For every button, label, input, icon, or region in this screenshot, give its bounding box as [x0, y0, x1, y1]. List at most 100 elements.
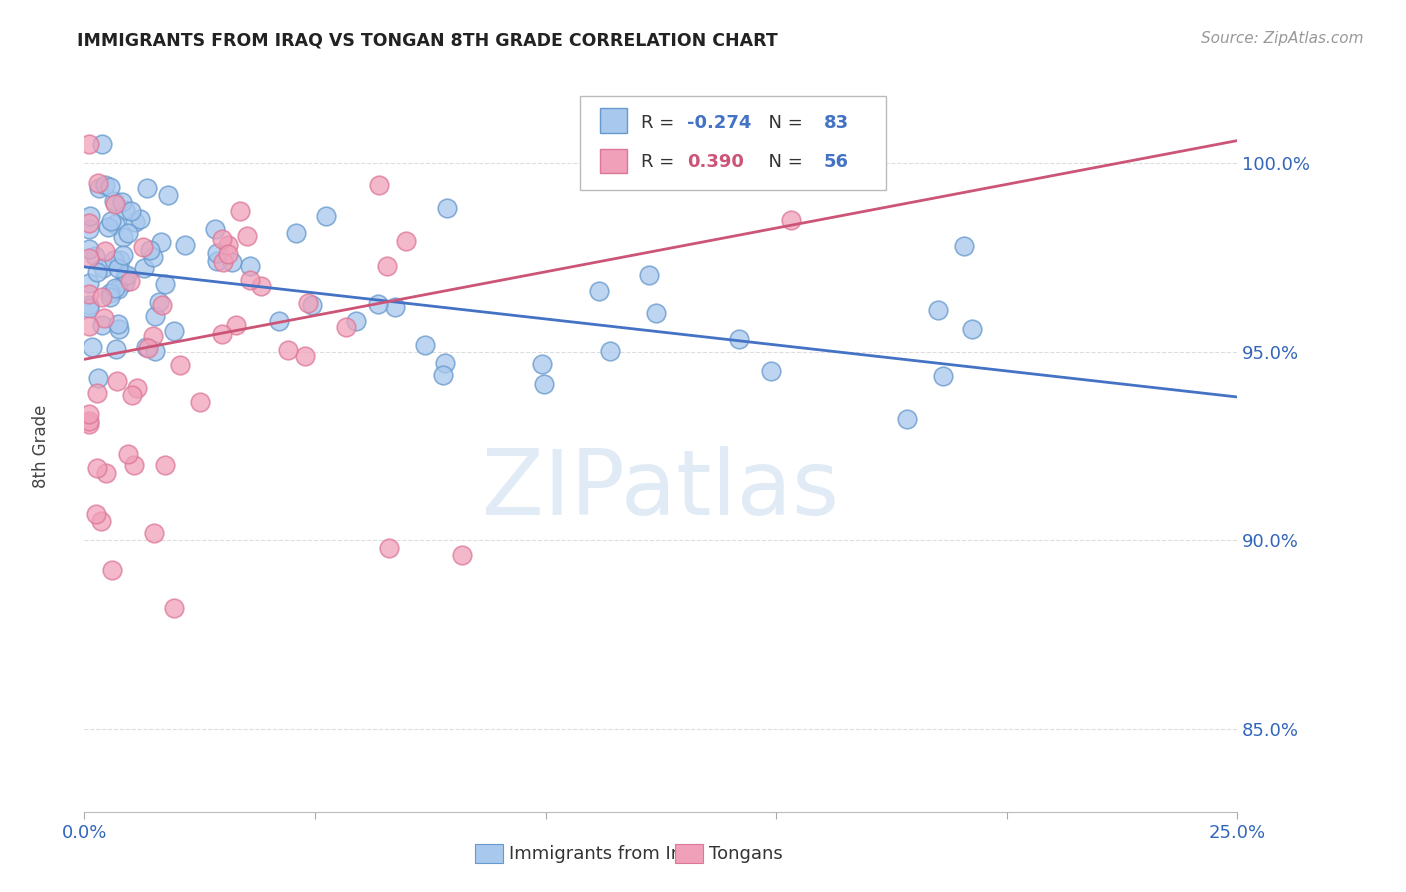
Point: [82, 340, 104, 354]
Point: [77, 251, 100, 265]
Point: [94, 466, 117, 480]
Bar: [600, 108, 627, 133]
Point: [174, 238, 197, 252]
Point: [301, 298, 323, 312]
Point: [94, 244, 117, 259]
Point: [638, 268, 661, 283]
Point: [77, 298, 100, 312]
Point: [384, 300, 406, 314]
Text: Source: ZipAtlas.com: Source: ZipAtlas.com: [1201, 31, 1364, 46]
Point: [111, 248, 134, 262]
Point: [91, 290, 114, 304]
Point: [239, 260, 262, 274]
Point: [120, 203, 142, 218]
Text: Tongans: Tongans: [709, 845, 782, 863]
Point: [105, 343, 128, 357]
Point: [77, 318, 100, 333]
Point: [150, 298, 173, 312]
Point: [77, 407, 100, 421]
Point: [142, 525, 165, 540]
Bar: [600, 149, 627, 173]
Bar: [475, 844, 503, 863]
Point: [132, 260, 155, 275]
Point: [779, 213, 801, 227]
Text: -0.274: -0.274: [688, 114, 752, 132]
Point: [93, 310, 115, 325]
Point: [87, 176, 110, 190]
Point: [297, 295, 319, 310]
Point: [77, 137, 100, 152]
Point: [211, 327, 233, 342]
Point: [212, 255, 235, 269]
Point: [588, 284, 610, 298]
Point: [87, 181, 110, 195]
Text: R =: R =: [641, 153, 681, 171]
Point: [682, 137, 704, 152]
Point: [107, 317, 129, 331]
Point: [120, 274, 142, 288]
Point: [86, 461, 108, 475]
Point: [94, 178, 117, 192]
Point: [294, 349, 316, 363]
Point: [103, 253, 125, 268]
Point: [115, 268, 138, 282]
Point: [77, 242, 100, 256]
Point: [530, 357, 553, 371]
Point: [129, 212, 152, 227]
Point: [135, 339, 157, 353]
Point: [368, 178, 391, 192]
Point: [90, 515, 112, 529]
Point: [91, 260, 114, 275]
Point: [117, 226, 139, 240]
FancyBboxPatch shape: [581, 96, 886, 190]
Point: [378, 541, 401, 555]
Point: [142, 250, 165, 264]
Point: [98, 290, 121, 304]
Point: [335, 319, 357, 334]
Point: [284, 227, 307, 241]
Point: [217, 247, 239, 261]
Point: [932, 369, 955, 384]
Point: [155, 277, 177, 291]
Text: Immigrants from Iraq: Immigrants from Iraq: [509, 845, 700, 863]
Point: [86, 385, 108, 400]
Point: [110, 253, 132, 268]
Point: [768, 137, 790, 152]
Point: [79, 210, 101, 224]
Point: [953, 238, 976, 252]
Point: [77, 277, 100, 291]
Point: [153, 458, 176, 472]
Point: [163, 324, 186, 338]
Point: [221, 255, 243, 269]
Point: [267, 313, 290, 327]
Point: [136, 181, 159, 195]
Point: [344, 314, 367, 328]
Point: [84, 507, 107, 521]
Text: R =: R =: [641, 114, 681, 132]
Point: [86, 370, 108, 384]
Point: [169, 358, 191, 372]
Point: [104, 280, 127, 294]
Point: [375, 260, 398, 274]
Bar: [675, 844, 703, 863]
Point: [204, 222, 226, 236]
Point: [960, 321, 983, 335]
Point: [103, 196, 125, 211]
Point: [84, 249, 107, 263]
Point: [315, 209, 337, 223]
Point: [148, 295, 170, 310]
Text: N =: N =: [756, 153, 808, 171]
Point: [98, 180, 121, 194]
Point: [90, 137, 112, 152]
Point: [277, 343, 299, 357]
Text: 0.390: 0.390: [688, 153, 744, 171]
Point: [229, 204, 252, 219]
Point: [239, 273, 262, 287]
Point: [77, 221, 100, 235]
Point: [77, 215, 100, 229]
Point: [207, 246, 229, 260]
Point: [150, 235, 173, 250]
Point: [436, 201, 458, 215]
Point: [205, 254, 228, 268]
Point: [927, 302, 949, 317]
